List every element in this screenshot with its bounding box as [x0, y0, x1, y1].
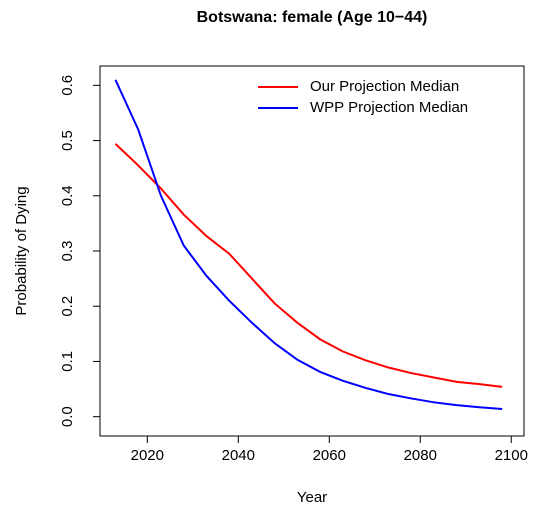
series-line	[114, 79, 503, 410]
x-tick-label: 2060	[313, 447, 346, 464]
y-tick-label: 0.5	[59, 130, 76, 151]
y-tick-label: 0.1	[59, 351, 76, 372]
legend-label: Our Projection Median	[310, 78, 459, 95]
x-tick-label: 2040	[222, 447, 255, 464]
x-tick-label: 2100	[495, 447, 528, 464]
x-tick-label: 2020	[131, 447, 164, 464]
chart-title: Botswana: female (Age 10−44)	[197, 9, 428, 26]
y-tick-label: 0.3	[59, 241, 76, 262]
y-tick-label: 0.0	[59, 406, 76, 427]
x-tick-label: 2080	[404, 447, 437, 464]
legend-label: WPP Projection Median	[310, 99, 468, 116]
y-tick-label: 0.2	[59, 296, 76, 317]
y-tick-label: 0.6	[59, 75, 76, 96]
plot-frame	[99, 65, 525, 437]
y-axis-label: Probability of Dying	[13, 186, 30, 315]
y-tick-label: 0.4	[59, 185, 76, 206]
x-axis-label: Year	[297, 489, 327, 506]
series-line	[114, 143, 503, 388]
